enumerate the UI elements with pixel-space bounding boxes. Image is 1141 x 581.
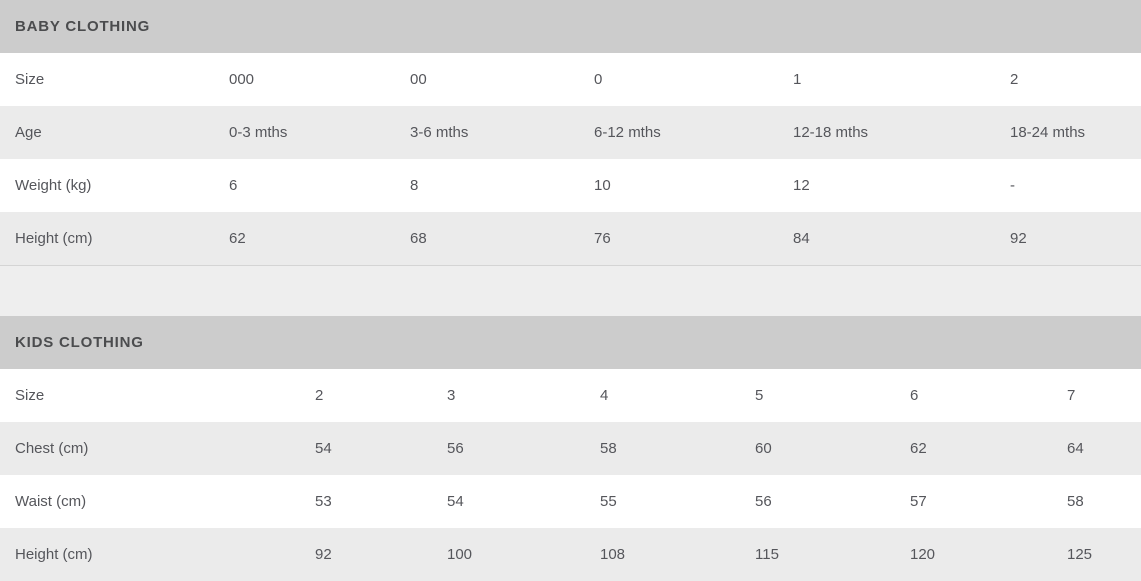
cell-value: 1 (793, 71, 802, 88)
section-divider (0, 265, 1141, 316)
cell-value: 8 (410, 177, 419, 194)
kids-clothing-header: KIDS CLOTHING (0, 316, 1141, 369)
row-label: Height (cm) (15, 230, 93, 247)
cell-value: 76 (594, 230, 611, 247)
cell-value: 7 (1067, 387, 1076, 404)
table-row: Size 2 3 4 5 6 7 (0, 369, 1141, 422)
kids-clothing-section: KIDS CLOTHING Size 2 3 4 5 6 7 Ches (0, 316, 1141, 581)
cell-value: 54 (315, 440, 332, 457)
baby-clothing-header: BABY CLOTHING (0, 0, 1141, 53)
cell-value: 92 (1010, 230, 1027, 247)
cell-value: 3-6 mths (410, 124, 469, 141)
table-row: Weight (kg) 6 8 10 12 - (0, 159, 1141, 212)
cell-value: 62 (229, 230, 246, 247)
baby-clothing-section: BABY CLOTHING Size 000 00 0 1 2 Age 0-3 … (0, 0, 1141, 265)
cell-value: 53 (315, 493, 332, 510)
cell-value: 56 (447, 440, 464, 457)
cell-value: 120 (910, 546, 936, 563)
cell-value: 125 (1067, 546, 1093, 563)
row-label: Height (cm) (15, 546, 93, 563)
kids-clothing-table: Size 2 3 4 5 6 7 Chest (cm) 54 56 58 60 … (0, 369, 1141, 581)
cell-value: 4 (600, 387, 609, 404)
table-row: Chest (cm) 54 56 58 60 62 64 (0, 422, 1141, 475)
cell-value: 6 (910, 387, 919, 404)
cell-value: 3 (447, 387, 456, 404)
cell-value: - (1010, 177, 1015, 194)
cell-value: 6 (229, 177, 238, 194)
cell-value: 60 (755, 440, 772, 457)
row-label: Weight (kg) (15, 177, 92, 194)
cell-value: 58 (1067, 493, 1084, 510)
cell-value: 2 (1010, 71, 1019, 88)
baby-clothing-table: Size 000 00 0 1 2 Age 0-3 mths 3-6 mths … (0, 53, 1141, 265)
row-label: Waist (cm) (15, 493, 87, 510)
cell-value: 100 (447, 546, 473, 563)
cell-value: 0 (594, 71, 603, 88)
cell-value: 68 (410, 230, 427, 247)
table-row: Size 000 00 0 1 2 (0, 53, 1141, 106)
table-row: Waist (cm) 53 54 55 56 57 58 (0, 475, 1141, 528)
row-label: Size (15, 387, 45, 404)
cell-value: 5 (755, 387, 764, 404)
row-label: Size (15, 71, 45, 88)
cell-value: 2 (315, 387, 324, 404)
cell-value: 6-12 mths (594, 124, 661, 141)
cell-value: 54 (447, 493, 464, 510)
cell-value: 62 (910, 440, 927, 457)
cell-value: 84 (793, 230, 810, 247)
cell-value: 10 (594, 177, 611, 194)
cell-value: 58 (600, 440, 617, 457)
cell-value: 00 (410, 71, 427, 88)
cell-value: 0-3 mths (229, 124, 288, 141)
cell-value: 000 (229, 71, 255, 88)
row-label: Age (15, 124, 42, 141)
cell-value: 57 (910, 493, 927, 510)
table-row: Height (cm) 92 100 108 115 120 125 (0, 528, 1141, 581)
cell-value: 115 (755, 546, 779, 563)
cell-value: 56 (755, 493, 772, 510)
cell-value: 55 (600, 493, 617, 510)
cell-value: 12 (793, 177, 810, 194)
table-row: Height (cm) 62 68 76 84 92 (0, 212, 1141, 265)
cell-value: 18-24 mths (1010, 124, 1086, 141)
cell-value: 64 (1067, 440, 1084, 457)
section-title: BABY CLOTHING (15, 18, 151, 35)
cell-value: 108 (600, 546, 626, 563)
table-row: Age 0-3 mths 3-6 mths 6-12 mths 12-18 mt… (0, 106, 1141, 159)
cell-value: 12-18 mths (793, 124, 869, 141)
section-title: KIDS CLOTHING (15, 334, 144, 351)
cell-value: 92 (315, 546, 332, 563)
row-label: Chest (cm) (15, 440, 89, 457)
